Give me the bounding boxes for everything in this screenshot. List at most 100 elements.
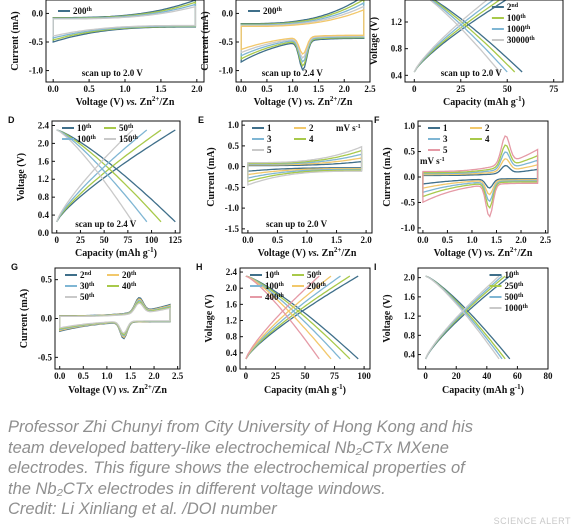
series-discharge-line: [433, 0, 523, 73]
x-axis-label-part: Capacity (mAh g: [443, 97, 516, 108]
series-group: [240, 0, 365, 71]
y-tick-label: 0.8: [38, 192, 50, 202]
x-axis-label-part: Zn: [137, 97, 152, 108]
x-axis-label-part: ): [343, 385, 346, 396]
x-tick-label: 1.5: [155, 84, 167, 94]
panel-letter: G: [11, 262, 18, 272]
y-tick-label: 0.4: [404, 350, 416, 360]
y-axis-label: Current (mA): [382, 147, 393, 207]
series-discharge-line: [431, 0, 516, 73]
panel-b: -1.0 -0.5 0.0 0.0 0.5 1.0 1.5 2.0 2.5 Current (mA…: [200, 0, 376, 108]
y-tick-label: 1.0: [228, 120, 240, 130]
scan-annotation: scan up to 2.4 V: [75, 219, 137, 229]
y-tick-label: 0.4: [226, 348, 238, 358]
y-tick-label: -1.0: [219, 66, 234, 76]
x-tick-label: 100: [357, 371, 371, 381]
legend-label-suffix: th: [279, 293, 285, 299]
legend-label-suffix: th: [131, 282, 137, 288]
legend-label-value: 4: [309, 134, 314, 144]
legend-label-value: 3: [267, 134, 272, 144]
x-tick-label: 2.5: [540, 235, 552, 245]
legend-label-value: 1000: [507, 24, 526, 34]
legend-label-suffix: th: [316, 271, 322, 277]
x-tick-label: 0.0: [54, 371, 66, 381]
legend-label-suffix: th: [523, 304, 529, 310]
y-tick-label: 0.5: [41, 275, 53, 285]
legend-label: 1: [443, 123, 448, 133]
y-tick-label: -1.0: [29, 66, 44, 76]
caption-line-5: Credit: Li Xinliang et al. /DOI number: [8, 500, 277, 518]
y-axis-label: Voltage (V): [382, 294, 393, 342]
legend-label: 10th: [265, 270, 280, 280]
x-tick-label: 0: [244, 371, 249, 381]
legend-label-value: 200: [263, 6, 277, 16]
x-axis-label-part: /Zn: [158, 97, 174, 108]
x-tick-label: 0.0: [48, 84, 60, 94]
legend-label-value: 5: [267, 145, 272, 155]
y-tick-label: 0.8: [226, 332, 238, 342]
y-tick-label: 1.0: [404, 121, 416, 131]
x-axis-label-part: /Zn: [516, 248, 532, 259]
watermark: SCIENCE ALERT: [493, 516, 571, 526]
x-tick-label: 1.0: [287, 84, 299, 94]
legend-label-value: 400: [265, 292, 279, 302]
y-tick-label: -1.0: [225, 203, 240, 213]
x-axis-label-part: -1: [516, 95, 522, 103]
legend-label: 200th: [263, 6, 282, 16]
legend-label: 1: [267, 123, 272, 133]
legend-label-suffix: th: [89, 282, 95, 288]
legend-label-suffix: th: [321, 282, 327, 288]
panel-e: -1.5 -1.0 -0.5 0.0 0.5 1.0 0.0 0.5 1.0 1.5 2.0 Curr…: [198, 115, 373, 259]
panel-c: 0.4 0.8 1.2 0 25 50 75 Voltage (V) Capacity (mAh…: [369, 0, 564, 108]
legend-label-value: 10: [265, 270, 275, 280]
scan-annotation: scan up to 2.0 V: [266, 219, 328, 229]
panel-letter: D: [8, 115, 15, 125]
series-line: [422, 135, 539, 218]
y-tick-label: 0.4: [391, 70, 403, 80]
legend-unit-text: mV s: [336, 123, 356, 133]
legend-label-value: 150: [119, 134, 133, 144]
x-axis-label-part: Voltage (V): [258, 248, 309, 259]
legend-label: 200th: [73, 6, 92, 16]
legend-unit-text: mV s: [420, 156, 440, 166]
series-discharge-line: [56, 129, 176, 223]
legend-label: 100th: [77, 134, 96, 144]
legend-label-suffix: th: [91, 135, 97, 141]
legend-label: 30000th: [507, 35, 535, 45]
legend-label: 5: [443, 145, 448, 155]
legend-label-value: 10: [505, 270, 515, 280]
x-axis-label-part: ): [521, 385, 524, 396]
x-axis-label-part: vs.: [119, 385, 130, 396]
x-axis-label-part: 2+: [152, 95, 160, 103]
x-axis-label-part: Zn: [319, 248, 334, 259]
x-tick-label: 0.5: [261, 84, 273, 94]
panel-d: 0.0 0.4 0.8 1.2 1.6 2.0 2.4 0 25 50 75 100 125 Voltag…: [8, 115, 183, 259]
x-tick-label: 50: [100, 235, 110, 245]
x-tick-label: 50: [301, 371, 311, 381]
panel-f: -1.0 -0.5 0.0 0.5 1.0 0.0 0.5 1.0 1.5 2.0 2.5 Curre…: [374, 115, 552, 259]
series-discharge-line: [56, 129, 148, 223]
x-axis-label-part: 2+: [334, 246, 342, 254]
y-tick-label: 1.6: [404, 292, 416, 302]
y-tick-label: 0.8: [391, 44, 403, 54]
y-tick-label: -0.5: [29, 37, 44, 47]
y-tick-label: 2.4: [38, 120, 50, 130]
series-line: [240, 1, 365, 63]
y-tick-label: 2.0: [226, 283, 238, 293]
caption-line-2: team developed battery-like electrochemi…: [8, 438, 449, 457]
legend-label-value: 2: [80, 270, 85, 280]
x-tick-label: 50: [503, 84, 513, 94]
x-axis-label-part: Zn: [495, 248, 510, 259]
series-line: [52, 5, 197, 37]
scan-annotation: scan up to 2.4 V: [262, 68, 324, 78]
series-line: [422, 144, 539, 210]
legend-label-value: 50: [307, 270, 317, 280]
legend-label-value: 200: [73, 6, 87, 16]
x-tick-label: 2.0: [360, 235, 372, 245]
legend-label: 10th: [77, 123, 92, 133]
legend-label-value: 2: [309, 123, 314, 133]
legend-label: 250th: [505, 281, 524, 291]
y-tick-label: 0.0: [228, 162, 240, 172]
x-tick-label: 1.5: [313, 84, 325, 94]
x-tick-label: 25: [76, 235, 86, 245]
